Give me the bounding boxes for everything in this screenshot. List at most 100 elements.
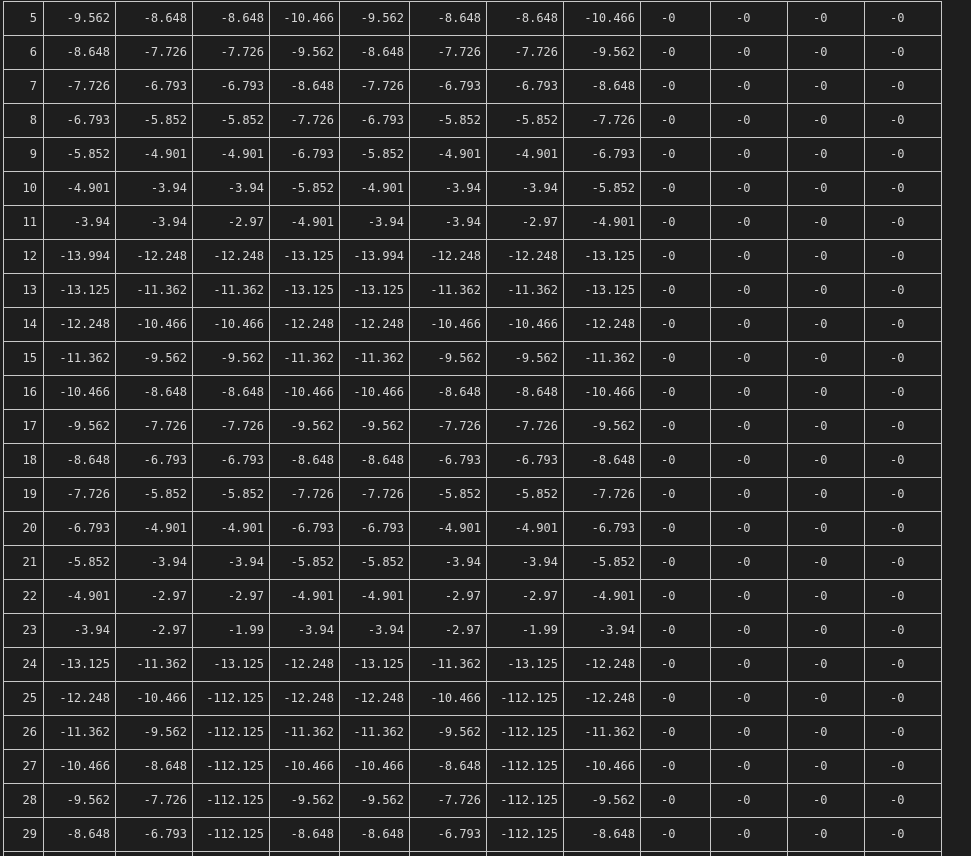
table-cell[interactable]: -5.852: [409, 103, 487, 138]
table-cell[interactable]: -9.562: [486, 341, 564, 376]
table-cell[interactable]: -4.901: [563, 205, 641, 240]
table-cell[interactable]: -0: [640, 647, 711, 682]
table-cell[interactable]: -0: [787, 681, 865, 716]
table-cell[interactable]: -10.466: [339, 375, 410, 410]
table-cell[interactable]: -9.562: [409, 341, 487, 376]
table-cell[interactable]: -0: [787, 477, 865, 512]
table-cell[interactable]: -7.726: [43, 477, 116, 512]
table-cell[interactable]: -12.248: [563, 647, 641, 682]
table-cell[interactable]: -4.901: [192, 511, 270, 546]
table-cell[interactable]: -8.648: [269, 443, 340, 478]
table-cell[interactable]: -112.125: [486, 817, 564, 852]
table-cell[interactable]: -6.793: [192, 443, 270, 478]
table-cell[interactable]: -0: [710, 103, 788, 138]
table-cell[interactable]: -0: [640, 409, 711, 444]
table-cell[interactable]: -5.852: [43, 545, 116, 580]
table-cell[interactable]: -3.94: [269, 613, 340, 648]
table-cell[interactable]: -12.248: [269, 647, 340, 682]
table-cell[interactable]: -8.648: [409, 375, 487, 410]
table-cell[interactable]: -0: [640, 783, 711, 818]
table-cell[interactable]: -0: [864, 69, 942, 104]
table-cell[interactable]: -11.362: [43, 715, 116, 750]
table-cell[interactable]: -12.248: [563, 307, 641, 342]
table-cell[interactable]: -2.97: [486, 205, 564, 240]
table-cell[interactable]: [43, 851, 116, 856]
table-cell[interactable]: -5.852: [192, 103, 270, 138]
table-cell[interactable]: -0: [710, 647, 788, 682]
table-cell[interactable]: -0: [864, 681, 942, 716]
table-cell[interactable]: -3.94: [486, 545, 564, 580]
table-cell[interactable]: -0: [710, 681, 788, 716]
table-cell[interactable]: -11.362: [269, 715, 340, 750]
table-cell[interactable]: -6.793: [409, 69, 487, 104]
table-cell[interactable]: -6.793: [269, 137, 340, 172]
table-cell[interactable]: -4.901: [563, 579, 641, 614]
table-cell[interactable]: -5.852: [269, 545, 340, 580]
table-cell[interactable]: -112.125: [192, 817, 270, 852]
table-cell[interactable]: -5.852: [115, 103, 193, 138]
table-cell[interactable]: -2.97: [409, 613, 487, 648]
table-cell[interactable]: [269, 851, 340, 856]
table-cell[interactable]: -0: [640, 35, 711, 70]
table-cell[interactable]: -0: [710, 137, 788, 172]
table-cell[interactable]: -2.97: [115, 613, 193, 648]
table-cell[interactable]: -0: [787, 511, 865, 546]
table-cell[interactable]: -0: [864, 443, 942, 478]
table-cell[interactable]: -9.562: [192, 341, 270, 376]
table-cell[interactable]: -5.852: [43, 137, 116, 172]
table-cell[interactable]: -0: [640, 137, 711, 172]
table-cell[interactable]: [864, 851, 942, 856]
table-cell[interactable]: -1.99: [486, 613, 564, 648]
table-cell[interactable]: -0: [640, 273, 711, 308]
table-cell[interactable]: -0: [640, 681, 711, 716]
table-cell[interactable]: -0: [787, 545, 865, 580]
table-cell[interactable]: -4.901: [339, 171, 410, 206]
table-cell[interactable]: -10.466: [43, 749, 116, 784]
table-cell[interactable]: -4.901: [115, 137, 193, 172]
table-cell[interactable]: -0: [710, 511, 788, 546]
table-cell[interactable]: -12.248: [409, 239, 487, 274]
table-cell[interactable]: -11.362: [269, 341, 340, 376]
table-cell[interactable]: -9.562: [269, 409, 340, 444]
table-cell[interactable]: -13.125: [269, 239, 340, 274]
table-cell[interactable]: -8.648: [43, 35, 116, 70]
table-cell[interactable]: -12.248: [339, 681, 410, 716]
table-cell[interactable]: -0: [864, 239, 942, 274]
table-cell[interactable]: -6.793: [409, 817, 487, 852]
table-cell[interactable]: -0: [640, 749, 711, 784]
table-cell[interactable]: -9.562: [339, 409, 410, 444]
table-cell[interactable]: -0: [710, 69, 788, 104]
table-cell[interactable]: -0: [640, 579, 711, 614]
table-cell[interactable]: -8.648: [409, 749, 487, 784]
table-cell[interactable]: -8.648: [339, 443, 410, 478]
table-cell[interactable]: -0: [640, 69, 711, 104]
table-cell[interactable]: -6.793: [115, 69, 193, 104]
table-cell[interactable]: -112.125: [486, 783, 564, 818]
table-cell[interactable]: -9.562: [269, 783, 340, 818]
table-cell[interactable]: [640, 851, 711, 856]
table-cell[interactable]: -0: [710, 545, 788, 580]
table-cell[interactable]: -0: [710, 205, 788, 240]
table-cell[interactable]: -10.466: [486, 307, 564, 342]
table-cell[interactable]: -5.852: [486, 103, 564, 138]
table-cell[interactable]: -3.94: [192, 171, 270, 206]
table-cell[interactable]: -0: [864, 579, 942, 614]
table-cell[interactable]: -0: [787, 783, 865, 818]
table-cell[interactable]: -13.125: [486, 647, 564, 682]
table-cell[interactable]: -5.852: [563, 171, 641, 206]
table-cell[interactable]: -0: [864, 477, 942, 512]
table-cell[interactable]: -6.793: [339, 511, 410, 546]
table-cell[interactable]: -6.793: [43, 103, 116, 138]
table-cell[interactable]: -8.648: [339, 817, 410, 852]
table-cell[interactable]: -7.726: [563, 477, 641, 512]
table-cell[interactable]: -8.648: [269, 817, 340, 852]
table-cell[interactable]: -0: [864, 35, 942, 70]
table-cell[interactable]: -0: [710, 783, 788, 818]
table-cell[interactable]: -5.852: [339, 545, 410, 580]
table-cell[interactable]: -1.99: [192, 613, 270, 648]
table-cell[interactable]: -7.726: [269, 103, 340, 138]
table-cell[interactable]: -12.248: [192, 239, 270, 274]
table-cell[interactable]: -10.466: [269, 375, 340, 410]
table-cell[interactable]: -11.362: [486, 273, 564, 308]
table-cell[interactable]: -0: [787, 273, 865, 308]
